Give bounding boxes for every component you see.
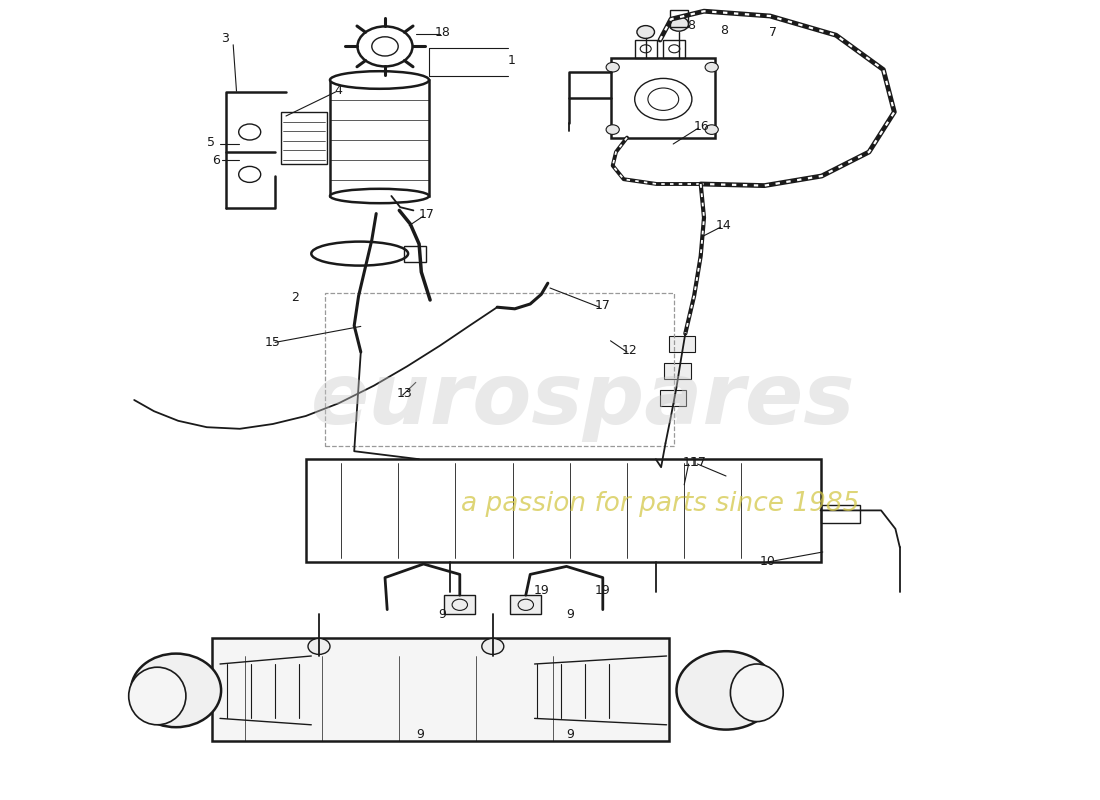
Text: 9: 9 [416, 728, 425, 741]
Circle shape [705, 125, 718, 134]
Circle shape [705, 62, 718, 72]
Text: 8: 8 [719, 24, 728, 37]
Text: 15: 15 [265, 336, 280, 349]
Circle shape [308, 638, 330, 654]
Bar [280, 112, 327, 164]
Bar [660, 390, 686, 406]
Text: 19: 19 [595, 584, 610, 597]
Text: 13: 13 [397, 387, 412, 400]
Ellipse shape [676, 651, 776, 730]
Circle shape [637, 26, 654, 38]
Text: 8: 8 [686, 19, 695, 32]
Text: 17: 17 [595, 299, 610, 312]
Bar [330, 80, 429, 196]
Bar [510, 595, 541, 614]
Bar [670, 10, 688, 27]
Text: eurospares: eurospares [310, 358, 856, 442]
Text: 12: 12 [621, 344, 637, 357]
Bar [635, 40, 657, 58]
Text: 9: 9 [438, 608, 447, 621]
Bar [404, 246, 426, 262]
Text: 18: 18 [434, 26, 450, 38]
Bar [663, 40, 685, 58]
Text: 10: 10 [760, 555, 775, 568]
Ellipse shape [730, 664, 783, 722]
Text: 9: 9 [565, 608, 574, 621]
Text: a passion for parts since 1985: a passion for parts since 1985 [461, 491, 859, 517]
Bar [444, 595, 475, 614]
Text: 3: 3 [221, 32, 230, 45]
Bar [324, 293, 674, 446]
Ellipse shape [330, 71, 429, 89]
Circle shape [358, 26, 412, 66]
Circle shape [669, 17, 689, 31]
Text: 19: 19 [534, 584, 549, 597]
Text: 5: 5 [207, 136, 216, 149]
Text: 9: 9 [565, 728, 574, 741]
Text: 14: 14 [716, 219, 732, 232]
Text: 6: 6 [211, 154, 220, 166]
Text: 2: 2 [290, 291, 299, 304]
Text: 17: 17 [419, 208, 435, 221]
Text: 16: 16 [694, 120, 710, 133]
Bar [669, 336, 695, 352]
Text: 17: 17 [691, 456, 706, 469]
Text: 7: 7 [769, 26, 778, 38]
Bar [664, 363, 691, 379]
Ellipse shape [330, 189, 429, 203]
Bar [306, 459, 821, 562]
Circle shape [482, 638, 504, 654]
Text: 11: 11 [683, 456, 698, 469]
Text: 4: 4 [334, 84, 343, 97]
Bar [610, 58, 715, 138]
Ellipse shape [129, 667, 186, 725]
Ellipse shape [131, 654, 221, 727]
Circle shape [606, 125, 619, 134]
Circle shape [606, 62, 619, 72]
Text: 1: 1 [507, 54, 516, 66]
Bar [821, 505, 860, 522]
Bar [212, 638, 669, 741]
